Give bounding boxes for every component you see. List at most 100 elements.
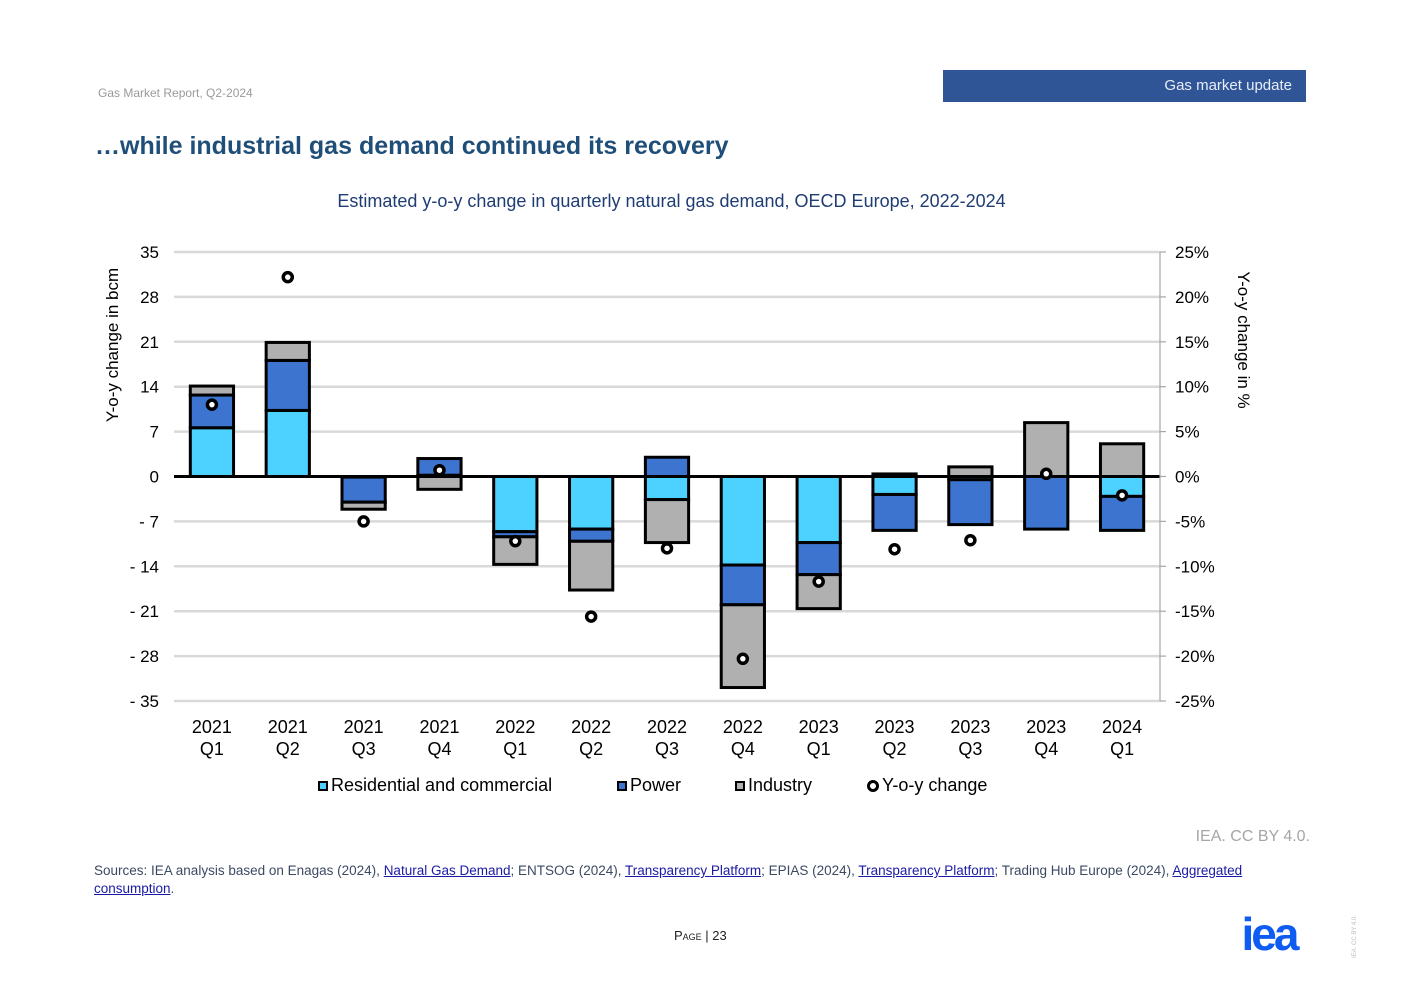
- x-tick-label-year: 2023: [950, 717, 990, 737]
- bar-segment-residential: [492, 475, 539, 534]
- sources-text: .: [170, 881, 175, 896]
- y2-tick-label: 0%: [1175, 468, 1200, 487]
- section-banner: Gas market update: [943, 70, 1306, 102]
- sources-text: ; ENTSOG (2024),: [510, 863, 626, 878]
- yoy-point: [281, 270, 295, 284]
- yoy-point: [660, 542, 674, 555]
- y2-tick-label: -25%: [1175, 692, 1215, 711]
- legend-item-industry: Industry: [735, 775, 812, 796]
- y2-tick-label: 15%: [1175, 333, 1209, 352]
- bar-segment-power: [340, 475, 387, 504]
- y-tick-label: 0: [150, 468, 159, 487]
- bar-segment-residential: [871, 475, 918, 496]
- yoy-point: [584, 610, 598, 623]
- legend-label: Y-o-y change: [882, 775, 988, 795]
- x-tick-label-year: 2022: [571, 717, 611, 737]
- x-tick-label-quarter: Q2: [883, 739, 907, 759]
- bar-segment-industry: [568, 539, 615, 592]
- y2-tick-label: 20%: [1175, 288, 1209, 307]
- y2-tick-label: -5%: [1175, 512, 1205, 531]
- yoy-point: [1039, 467, 1053, 481]
- source-link-natural-gas-demand[interactable]: Natural Gas Demand: [383, 863, 511, 878]
- sources: Sources: IEA analysis based on Enagas (2…: [94, 862, 1309, 898]
- x-tick-label-quarter: Q4: [427, 739, 451, 759]
- page-value: 23: [712, 928, 727, 943]
- bar-segment-industry: [643, 498, 691, 545]
- bar-segment-residential: [188, 426, 236, 479]
- y-tick-label: 7: [150, 423, 159, 442]
- yoy-point: [433, 463, 446, 477]
- x-tick-label-year: 2023: [1026, 717, 1066, 737]
- sources-text: ; EPIAS (2024),: [761, 863, 859, 878]
- chart-title: Estimated y-o-y change in quarterly natu…: [337, 191, 1006, 211]
- x-tick-label-year: 2022: [495, 717, 535, 737]
- source-link-aggregated-consumption[interactable]: Aggregated consumption: [94, 863, 1243, 896]
- legend-swatch-residential: [318, 780, 328, 791]
- yoy-point: [964, 534, 977, 547]
- x-tick-label-year: 2021: [268, 717, 308, 737]
- sources-text: Sources: IEA analysis based on Enagas (2…: [94, 863, 384, 878]
- yoy-point: [888, 542, 901, 556]
- bar-segment-power: [643, 455, 691, 478]
- bar-segment-power: [719, 563, 766, 607]
- legend-item-residential: Residential and commercial: [318, 775, 552, 796]
- y2-tick-label: -20%: [1175, 647, 1215, 666]
- x-tick-label-year: 2022: [647, 717, 687, 737]
- bar-segment-industry: [416, 475, 463, 491]
- yoy-point: [1115, 489, 1129, 502]
- x-tick-label-year: 2022: [723, 717, 763, 737]
- y-tick-label: - 7: [139, 512, 159, 531]
- source-link-epias-transparency[interactable]: Transparency Platform: [858, 863, 995, 878]
- yoy-point: [736, 652, 750, 666]
- page-number: Page | 23: [674, 928, 727, 943]
- page-title: …while industrial gas demand continued i…: [95, 132, 729, 160]
- vertical-credit: IEA. CC BY 4.0.: [1352, 915, 1358, 958]
- bar-segment-industry: [1098, 442, 1146, 478]
- y2-tick-label: -10%: [1175, 557, 1215, 576]
- bar-segment-industry: [1023, 421, 1070, 478]
- yoy-point: [812, 575, 825, 588]
- bar-segment-power: [871, 492, 918, 532]
- y-tick-label: 28: [140, 288, 159, 307]
- right-axis: 25% 20% 15% 10% 5% 0% -5% -10% -15% -20% -25%: [1159, 243, 1215, 711]
- y-tick-label: - 21: [130, 602, 159, 621]
- x-tick-label-quarter: Q1: [807, 739, 831, 759]
- x-tick-label-quarter: Q3: [958, 739, 982, 759]
- legend-item-power: Power: [617, 775, 681, 796]
- source-link-entsog-transparency[interactable]: Transparency Platform: [625, 863, 762, 878]
- y-tick-label: - 35: [130, 692, 159, 711]
- x-tick-label-quarter: Q1: [1110, 739, 1134, 759]
- yoy-point: [205, 398, 219, 411]
- iea-logo: iea: [1242, 914, 1303, 954]
- legend-swatch-power: [617, 780, 627, 791]
- iea-logo-text: iea: [1242, 914, 1300, 954]
- section-label: Gas market update: [1164, 77, 1292, 94]
- x-tick-label-quarter: Q2: [579, 739, 603, 759]
- yoy-points: [205, 270, 1129, 666]
- x-tick-label-year: 2023: [875, 717, 915, 737]
- left-axis-label: Y-o-y change in bcm: [103, 268, 122, 422]
- x-tick-label-year: 2023: [799, 717, 839, 737]
- bar-segment-industry: [719, 603, 766, 690]
- legend-marker-yoy: [867, 779, 879, 792]
- x-tick-label-quarter: Q3: [655, 739, 679, 759]
- y-tick-label: 35: [140, 243, 159, 262]
- bar-segment-power: [795, 541, 842, 577]
- y-tick-label: 21: [140, 333, 159, 352]
- y-tick-label: 14: [140, 378, 159, 397]
- chart: 35 28 21 14 7 0 - 7 - 14 - 21 - 28 - 35 25% 20% 15% 1…: [103, 243, 1253, 759]
- x-tick-label-year: 2024: [1102, 717, 1142, 737]
- bar-segment-residential: [795, 475, 842, 545]
- bar-segment-residential: [568, 475, 615, 531]
- bar-segment-industry: [188, 384, 236, 397]
- report-name: Gas Market Report, Q2-2024: [98, 86, 253, 100]
- bar-segment-industry: [264, 340, 311, 362]
- yoy-point: [509, 534, 522, 548]
- bar-segment-power: [568, 527, 615, 543]
- x-tick-label-year: 2021: [192, 717, 232, 737]
- bar-segment-power: [1023, 475, 1070, 531]
- bar-segment-residential: [643, 475, 691, 502]
- y-tick-label: - 14: [130, 557, 159, 576]
- right-axis-label: Y-o-y change in %: [1234, 271, 1253, 408]
- left-axis-ticks: 35 28 21 14 7 0 - 7 - 14 - 21 - 28 - 35: [130, 243, 159, 711]
